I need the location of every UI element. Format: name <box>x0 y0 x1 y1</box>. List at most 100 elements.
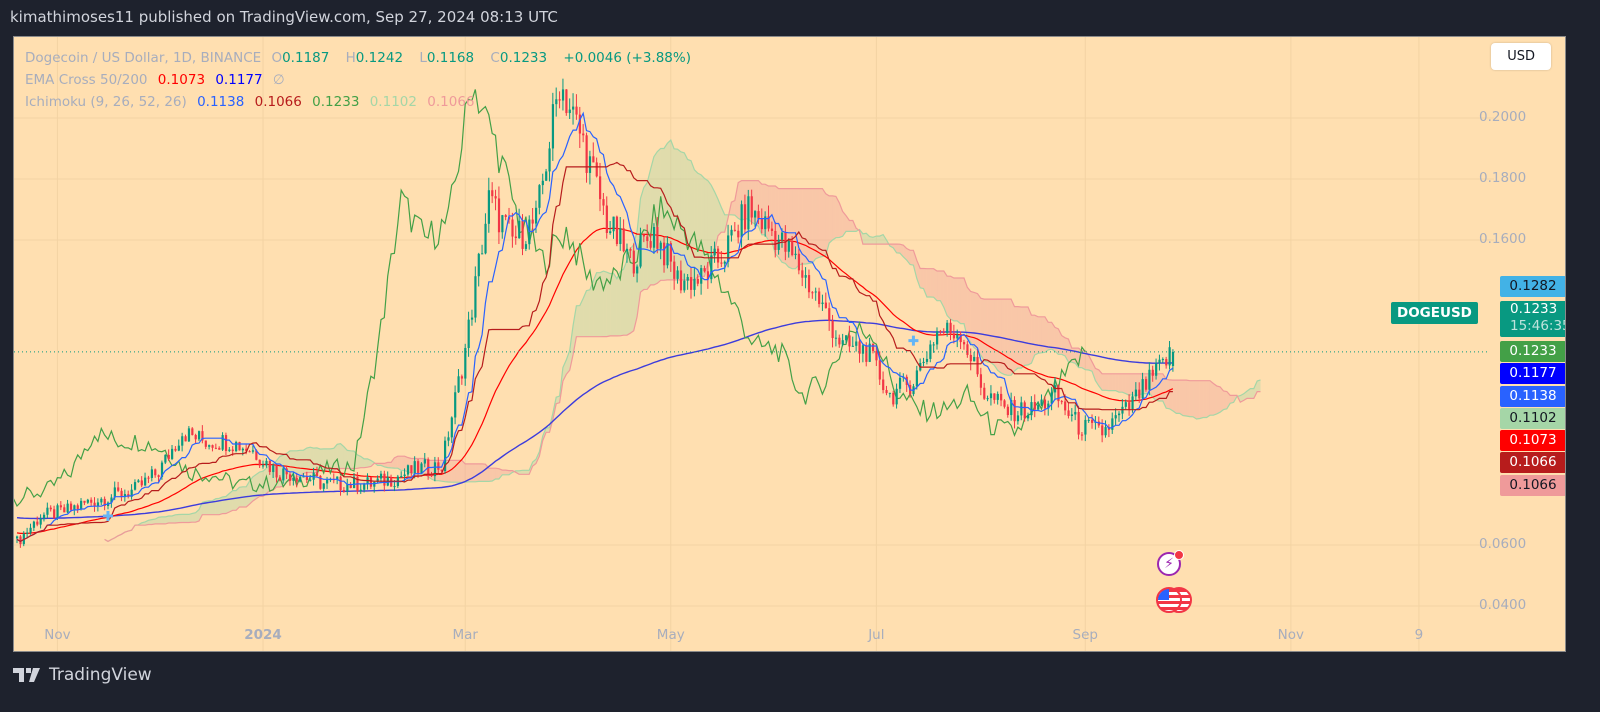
candle <box>1101 419 1104 443</box>
ichimoku-cloud-segment <box>694 169 698 280</box>
ichimoku-cloud-segment <box>293 450 297 479</box>
candle-body <box>224 435 228 451</box>
candle-body <box>703 268 706 272</box>
candle-body <box>26 532 29 534</box>
candle <box>673 255 676 290</box>
ichimoku-cloud-segment <box>1183 380 1187 416</box>
candle <box>1043 396 1047 416</box>
candle <box>443 436 447 474</box>
candle-body <box>211 445 214 448</box>
candle-body <box>578 114 581 134</box>
candle <box>625 243 629 263</box>
ichimoku-cloud-segment <box>589 280 594 337</box>
ichimoku-cloud-segment <box>1230 395 1234 404</box>
legend-ema-row[interactable]: EMA Cross 50/200 0.1073 0.1177 ∅ <box>25 69 697 91</box>
candle-body <box>262 465 265 467</box>
ichimoku-cloud-segment <box>236 487 240 511</box>
candle <box>1027 412 1030 422</box>
candle <box>882 371 885 394</box>
candle <box>983 382 986 401</box>
candle <box>474 266 477 323</box>
candle <box>649 233 652 250</box>
candle <box>518 208 521 239</box>
candle-body <box>588 156 592 173</box>
ichimoku-cloud-segment <box>182 514 186 523</box>
candle-body <box>727 235 730 262</box>
ichimoku-cloud-segment <box>596 272 601 337</box>
candle-body <box>595 162 598 177</box>
candle-body <box>716 248 720 263</box>
candle-body <box>19 536 22 545</box>
ichimoku-cloud-segment <box>1169 379 1173 411</box>
candle <box>1037 401 1040 411</box>
candle-body <box>882 379 885 391</box>
candle-body <box>1148 369 1151 390</box>
candle-body <box>511 219 514 237</box>
candle <box>663 236 666 273</box>
ichimoku-cloud-segment <box>232 490 237 511</box>
candle-body <box>454 392 457 418</box>
candle <box>794 246 797 260</box>
candle-body <box>164 454 167 463</box>
legend-ichimoku-row[interactable]: Ichimoku (9, 26, 52, 26) 0.1138 0.1066 0… <box>25 91 697 113</box>
candle <box>278 475 282 482</box>
candle-body <box>875 351 878 361</box>
candle-body <box>558 99 561 101</box>
ichimoku-cloud-segment <box>691 160 695 280</box>
ichimoku-cloud-segment <box>1085 350 1089 371</box>
candle <box>966 340 969 358</box>
ichimoku-cloud-segment <box>812 188 816 263</box>
candle-body <box>353 476 356 489</box>
candle-body <box>464 347 467 379</box>
us-economic-event-icon[interactable] <box>1156 587 1182 613</box>
ichimoku-cloud-segment <box>903 245 907 261</box>
candle-body <box>487 190 490 224</box>
candle-body <box>1040 399 1043 405</box>
ichimoku-cloud-segment <box>1206 380 1210 418</box>
candle-body <box>824 302 827 309</box>
candle <box>1050 387 1053 411</box>
currency-button[interactable]: USD <box>1491 43 1551 70</box>
ichimoku-cloud-segment <box>808 188 813 264</box>
candle-body <box>625 249 629 252</box>
tradingview-footer[interactable]: TradingView <box>13 665 152 685</box>
candle-body <box>49 507 52 510</box>
candle-body <box>39 518 42 525</box>
ichimoku-cloud-segment <box>687 159 691 280</box>
candle-body <box>599 176 602 200</box>
ichimoku-cloud-segment <box>1024 307 1028 366</box>
ichimoku-cloud-segment <box>960 278 964 324</box>
ichimoku-name: Ichimoku (9, 26, 52, 26) <box>25 94 187 110</box>
notification-dot-icon <box>1174 550 1184 560</box>
candle <box>144 472 147 487</box>
ichimoku-cloud-segment <box>842 211 847 237</box>
candle-body <box>615 216 619 245</box>
candle-body <box>144 477 147 486</box>
legend-symbol-row[interactable]: Dogecoin / US Dollar, 1D, BINANCE O0.118… <box>25 47 697 69</box>
x-tick-label: Jul <box>868 627 885 643</box>
candle <box>565 89 568 116</box>
price-chart[interactable] <box>14 37 1566 652</box>
candle-body <box>1165 359 1168 366</box>
ichimoku-cloud-segment <box>367 458 371 468</box>
candle <box>437 457 440 476</box>
candle-body <box>1091 419 1094 423</box>
candle <box>578 106 581 148</box>
ichimoku-cloud-segment <box>613 273 617 336</box>
candle-body <box>214 447 218 449</box>
candle-body <box>710 255 713 280</box>
candle <box>137 479 140 483</box>
candle <box>962 339 966 350</box>
candle <box>814 287 817 301</box>
candle-body <box>406 465 410 475</box>
ichimoku-cloud-segment <box>1122 373 1126 394</box>
chart-pane[interactable]: Dogecoin / US Dollar, 1D, BINANCE O0.118… <box>13 36 1566 652</box>
ichimoku-cloud-segment <box>798 188 803 266</box>
candle <box>841 333 844 347</box>
ichimoku-cloud-segment <box>583 290 587 337</box>
ichimoku-cloud-segment <box>448 460 452 483</box>
candle <box>956 329 959 348</box>
candle <box>440 469 443 473</box>
candle-body <box>1117 413 1121 416</box>
candle <box>319 475 322 490</box>
